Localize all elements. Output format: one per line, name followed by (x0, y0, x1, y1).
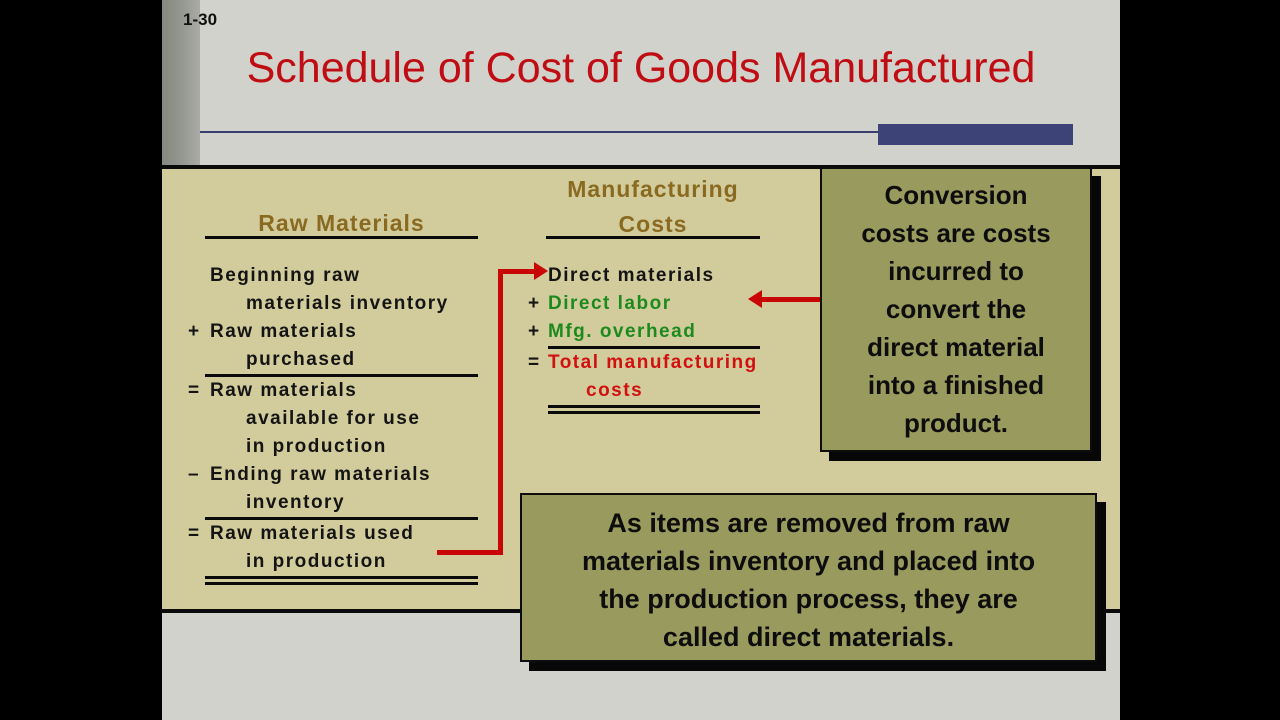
operator-sign: = (528, 352, 540, 373)
operator-sign: + (528, 321, 540, 342)
connector-top-segment (498, 269, 536, 274)
conversion-arrow-line (762, 297, 820, 302)
title-divider-line (200, 131, 885, 133)
line-item: costs (586, 380, 644, 401)
raw-materials-schedule: Beginning raw materials inventory + Raw m… (188, 262, 498, 585)
total-double-rule (205, 576, 478, 585)
line-item: available for use (246, 408, 421, 429)
subtotal-rule (548, 346, 760, 349)
slide-title: Schedule of Cost of Goods Manufactured (246, 44, 1036, 92)
line-item: = Raw materials (188, 377, 498, 405)
manufacturing-costs-heading: Manufacturing Costs (567, 176, 739, 237)
line-item: = Raw materials used (188, 520, 498, 548)
raw-materials-heading: Raw Materials (258, 210, 425, 236)
arrow-to-direct-materials-icon (534, 262, 548, 280)
subtotal-rule (205, 374, 478, 377)
line-item: in production (246, 436, 387, 457)
total-double-rule (548, 405, 760, 414)
operator-sign: = (188, 523, 200, 544)
line-item: + Raw materials (188, 318, 498, 346)
left-gradient-strip (162, 0, 200, 165)
line-item: Direct materials (548, 265, 715, 286)
line-item: + Mfg. overhead (528, 318, 838, 346)
title-divider-accent-bar (878, 124, 1073, 145)
line-item: inventory (246, 492, 346, 513)
manufacturing-costs-heading-rule (546, 236, 760, 239)
line-item: = Total manufacturing (528, 349, 838, 377)
direct-materials-callout: As items are removed from raw materials … (520, 493, 1097, 662)
conversion-costs-callout: Conversion costs are costs incurred to c… (820, 167, 1092, 452)
operator-sign: + (528, 293, 540, 314)
raw-materials-heading-rule (205, 236, 478, 239)
operator-sign: + (188, 321, 200, 342)
operator-sign: = (188, 380, 200, 401)
connector-bottom-segment (437, 550, 503, 555)
slide: 1-30 Schedule of Cost of Goods Manufactu… (162, 0, 1120, 720)
line-item: in production (246, 551, 387, 572)
connector-vertical-segment (498, 269, 503, 555)
line-item: + Direct labor (528, 290, 838, 318)
arrow-to-direct-labor-icon (748, 290, 762, 308)
manufacturing-costs-schedule: Direct materials + Direct labor + Mfg. ove… (528, 262, 838, 414)
line-item: purchased (246, 349, 356, 370)
subtotal-rule (205, 517, 478, 520)
operator-sign: – (188, 464, 199, 485)
line-item: Beginning raw (210, 265, 361, 286)
line-item: materials inventory (246, 293, 449, 314)
slide-number: 1-30 (183, 10, 218, 29)
line-item: – Ending raw materials (188, 461, 498, 489)
